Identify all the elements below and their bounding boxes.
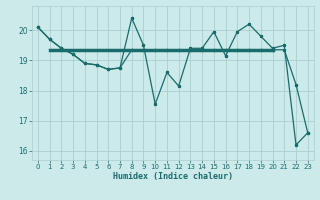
X-axis label: Humidex (Indice chaleur): Humidex (Indice chaleur)	[113, 172, 233, 181]
